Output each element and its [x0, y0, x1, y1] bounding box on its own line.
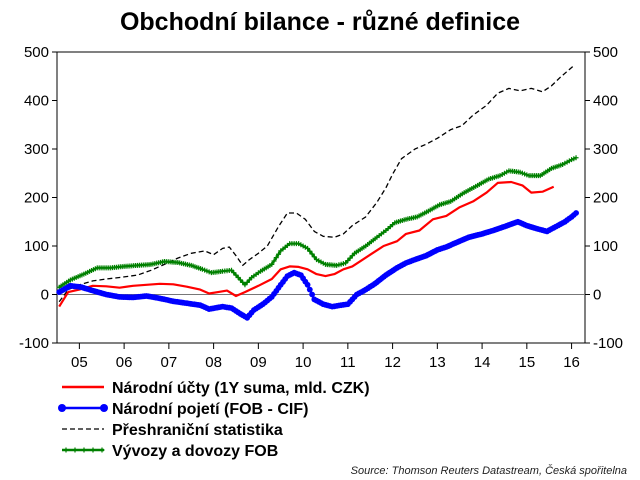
legend-item-4: Vývozy a dovozy FOB: [62, 443, 278, 460]
y-tick-label-left: 400: [24, 93, 49, 110]
legend-item-1: Národní účty (1Y suma, mld. CZK): [62, 380, 370, 397]
legend-marker: [99, 447, 105, 453]
source-note: Source: Thomson Reuters Datastream, Česk…: [351, 464, 627, 477]
y-tick-label-left: 500: [24, 44, 49, 61]
legend-marker: [81, 447, 87, 453]
y-tick-label-right: 500: [593, 44, 618, 61]
x-tick-label: 09: [250, 354, 267, 371]
legend-label: Národní účty (1Y suma, mld. CZK): [112, 380, 370, 397]
legend-marker: [58, 404, 66, 412]
legend-label: Přeshraniční statistika: [112, 422, 283, 439]
legend-label: Národní pojetí (FOB - CIF): [112, 401, 308, 418]
series-1: [58, 180, 555, 308]
series-point: [307, 248, 313, 254]
legend-label: Vývozy a dovozy FOB: [112, 443, 278, 460]
x-tick-label: 05: [71, 354, 88, 371]
series-point: [271, 258, 277, 264]
y-tick-label-left: -100: [19, 335, 49, 352]
y-tick-label-left: 200: [24, 190, 49, 207]
series-point: [273, 255, 279, 261]
series-point: [275, 251, 281, 257]
series-line: [58, 65, 575, 303]
legend: Národní účty (1Y suma, mld. CZK) Národní …: [58, 380, 370, 460]
series-2: [56, 210, 579, 321]
legend-marker: [100, 404, 108, 412]
series-point: [269, 261, 275, 267]
series-line: [58, 180, 555, 308]
chart-title: Obchodní bilance - různé definice: [120, 8, 520, 36]
x-tick-label: 16: [563, 354, 580, 371]
y-tick-label-right: 200: [593, 190, 618, 207]
x-tick-label: 10: [295, 354, 312, 371]
series-4: [56, 155, 579, 290]
series-point: [573, 210, 579, 216]
series-point: [306, 286, 313, 293]
y-tick-label-right: -100: [593, 335, 623, 352]
x-tick-label: 12: [384, 354, 401, 371]
series-point: [309, 291, 315, 298]
x-tick-label: 14: [474, 354, 491, 371]
y-tick-label-left: 100: [24, 238, 49, 255]
series-layer: [56, 65, 579, 321]
x-axis: 05 06 07 08 09 10 11 12 13 14 15 16: [71, 343, 580, 371]
x-tick-label: 06: [116, 354, 133, 371]
legend-marker: [72, 447, 78, 453]
y-tick-label-right: 300: [593, 141, 618, 158]
y-axis-right: -100 0 100 200 300 400 500: [585, 44, 623, 352]
legend-item-3: Přeshraniční statistika: [62, 422, 283, 439]
series-point: [311, 254, 317, 260]
legend-marker: [63, 447, 69, 453]
series-point: [573, 155, 579, 161]
legend-item-2: Národní pojetí (FOB - CIF): [58, 401, 308, 418]
series-point: [304, 281, 311, 288]
y-tick-label-right: 0: [593, 287, 601, 304]
series-point: [305, 245, 311, 251]
x-tick-label: 15: [518, 354, 535, 371]
series-3: [58, 65, 575, 303]
y-axis-left: -100 0 100 200 300 400 500: [19, 44, 57, 352]
x-tick-label: 08: [205, 354, 222, 371]
y-tick-label-left: 300: [24, 141, 49, 158]
legend-marker: [90, 447, 96, 453]
x-tick-label: 13: [429, 354, 446, 371]
y-tick-label-right: 100: [593, 238, 618, 255]
y-tick-label-right: 400: [593, 93, 618, 110]
series-point: [309, 251, 315, 257]
x-tick-label: 11: [340, 354, 356, 371]
x-tick-label: 07: [161, 354, 178, 371]
y-tick-label-left: 0: [41, 287, 49, 304]
